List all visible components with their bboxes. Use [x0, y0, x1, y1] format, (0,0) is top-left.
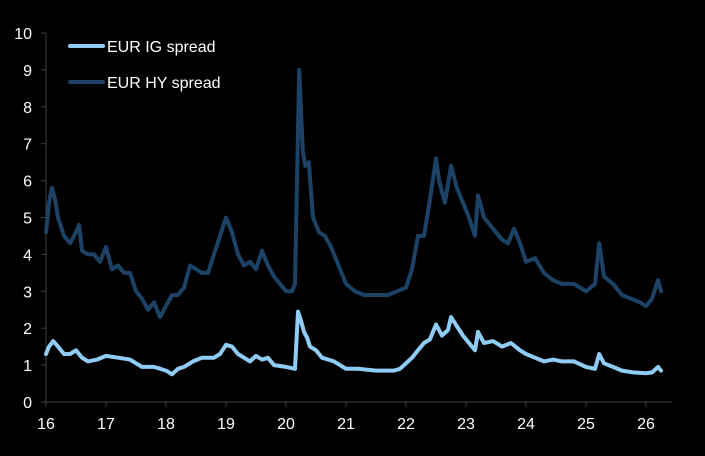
series-layer: [44, 67, 663, 377]
x-tick-label: 16: [37, 416, 55, 433]
x-tick-label: 22: [397, 416, 415, 433]
x-tick-label: 19: [217, 416, 235, 433]
legend-label-hy: EUR HY spread: [107, 75, 221, 92]
y-tick-label: 7: [23, 137, 32, 154]
y-tick-label: 8: [23, 100, 32, 117]
y-tick-label: 6: [23, 174, 32, 191]
series-line-eur-ig-spread: [44, 309, 663, 377]
x-tick-label: 17: [97, 416, 115, 433]
x-tick-label: 25: [577, 416, 595, 433]
y-tick-label: 1: [23, 358, 32, 375]
x-axis: 16 17 18 19 20 21 22 23 24 25 26: [37, 401, 672, 433]
x-tick-label: 21: [337, 416, 355, 433]
x-tick-label: 24: [517, 416, 535, 433]
y-tick-label: 4: [23, 247, 32, 264]
x-tick-label: 20: [277, 416, 295, 433]
y-tick-label: 3: [23, 284, 32, 301]
x-tick-label: 26: [637, 416, 655, 433]
y-tick-label: 2: [23, 321, 32, 338]
legend: EUR IG spread EUR HY spread: [68, 39, 221, 92]
y-tick-label: 10: [14, 26, 32, 43]
y-tick-label: 5: [23, 211, 32, 228]
y-tick-label: 9: [23, 63, 32, 80]
x-tick-label: 23: [457, 416, 475, 433]
y-axis: 0 1 2 3 4 5 6 7 8 9 10: [14, 26, 47, 412]
series-line-eur-hy-spread: [44, 67, 663, 320]
y-tick-label: 0: [23, 395, 32, 412]
legend-label-ig: EUR IG spread: [107, 39, 215, 56]
x-tick-label: 18: [157, 416, 175, 433]
